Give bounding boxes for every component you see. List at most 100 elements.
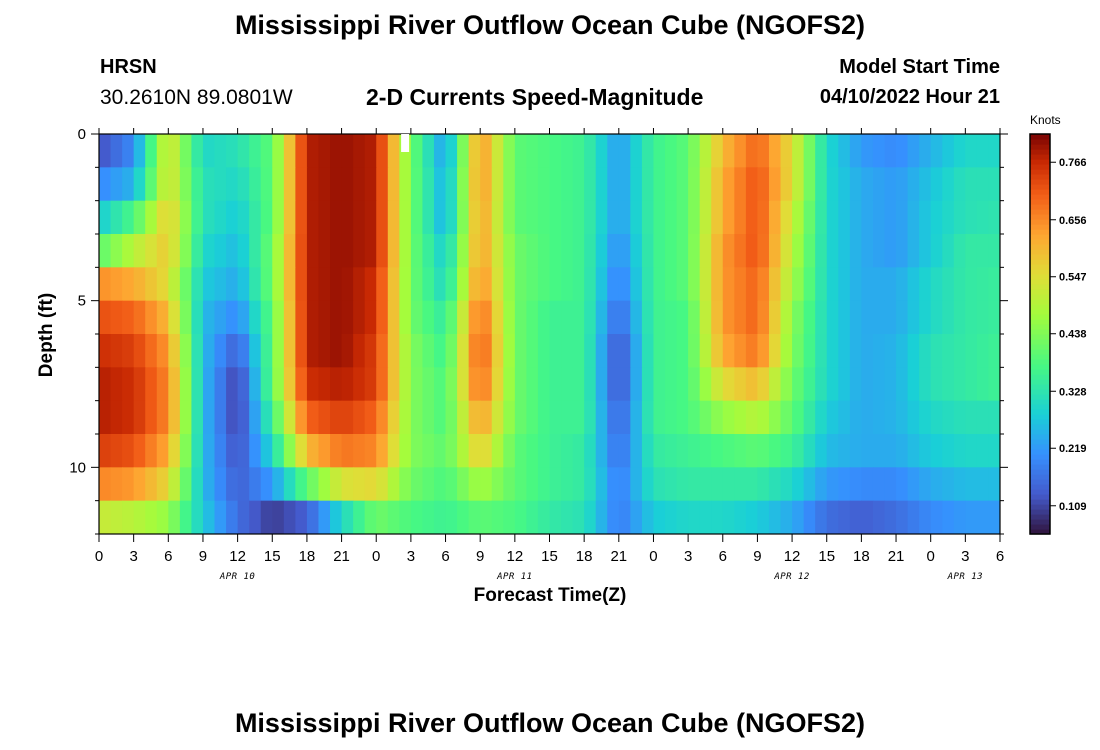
heatmap-cell [965, 467, 978, 502]
heatmap-cell [826, 467, 839, 502]
heatmap-cell [353, 500, 366, 534]
heatmap-cell [768, 234, 782, 268]
heatmap-cell [699, 167, 712, 202]
heatmap-cell [688, 500, 701, 534]
heatmap-cell [179, 334, 193, 368]
colorbar-segment [1030, 289, 1050, 295]
heatmap-cell [884, 267, 897, 302]
heatmap-cell [260, 500, 273, 534]
heatmap-cell [757, 134, 770, 168]
heatmap-cell [838, 200, 851, 235]
heatmap-cell [549, 267, 562, 302]
heatmap-cell [861, 467, 874, 502]
heatmap-cell [595, 400, 608, 435]
heatmap-cell [399, 467, 412, 502]
heatmap-cell [745, 234, 759, 268]
heatmap-cell [561, 234, 574, 268]
heatmap-cell [896, 234, 909, 268]
heatmap-cell [665, 234, 678, 268]
heatmap-cell [884, 167, 897, 202]
heatmap-cell [491, 434, 504, 468]
heatmap-cell [537, 300, 551, 335]
heatmap-cell [318, 400, 331, 435]
heatmap-cell [584, 167, 597, 202]
heatmap-cell [330, 334, 343, 368]
heatmap-cell [376, 200, 389, 235]
heatmap-cell [468, 334, 481, 368]
heatmap-cell [768, 434, 782, 468]
heatmap-cell [688, 134, 701, 168]
heatmap-cell [849, 367, 862, 402]
heatmap-cell [226, 434, 239, 468]
heatmap-cell [399, 334, 412, 368]
heatmap-cell [491, 234, 504, 268]
heatmap-cell [145, 434, 158, 468]
heatmap-cell [168, 234, 181, 268]
heatmap-cell [803, 467, 816, 502]
heatmap-cell [792, 234, 805, 268]
heatmap-cell [353, 434, 366, 468]
heatmap-cell [641, 400, 655, 435]
heatmap-cell [283, 500, 296, 534]
heatmap-cell [537, 200, 551, 235]
heatmap-cell [526, 467, 539, 502]
heatmap-cell [295, 434, 308, 468]
heatmap-cell [110, 300, 123, 335]
heatmap-cell [618, 467, 631, 502]
heatmap-cell [480, 334, 493, 368]
colorbar-segment [1030, 349, 1050, 355]
heatmap-cell [110, 467, 123, 502]
heatmap-cell [699, 267, 712, 302]
colorbar-segment [1030, 389, 1050, 395]
heatmap-cell [861, 500, 874, 534]
heatmap-cell [422, 467, 435, 502]
heatmap-cell [641, 234, 655, 268]
heatmap-cell [341, 334, 354, 368]
heatmap-cell [907, 500, 920, 534]
heatmap-cell [815, 134, 828, 168]
heatmap-cell [965, 400, 978, 435]
heatmap-cell [214, 267, 227, 302]
heatmap-cell [526, 367, 539, 402]
heatmap-cell [537, 267, 551, 302]
heatmap-cell [145, 500, 158, 534]
heatmap-cell [295, 267, 308, 302]
heatmap-cell [133, 200, 146, 235]
heatmap-cell [561, 200, 574, 235]
heatmap-cell [110, 167, 123, 202]
heatmap-cell [930, 134, 943, 168]
heatmap-cell [445, 234, 458, 268]
heatmap-cell [433, 434, 447, 468]
heatmap-cell [711, 234, 724, 268]
heatmap-cell [353, 400, 366, 435]
heatmap-cell [665, 367, 678, 402]
heatmap-cell [260, 300, 273, 335]
colorbar-segment [1030, 209, 1050, 215]
heatmap-cell [549, 300, 562, 335]
heatmap-cell [272, 167, 285, 202]
heatmap-cell [607, 234, 620, 268]
heatmap-cell [480, 267, 493, 302]
heatmap-cell [214, 200, 227, 235]
station-coordinates: 30.2610N 89.0801W [100, 86, 293, 109]
heatmap-cell [122, 200, 135, 235]
heatmap-cell [861, 367, 874, 402]
heatmap-cell [965, 267, 978, 302]
heatmap-cell [711, 467, 724, 502]
heatmap-cell [849, 267, 862, 302]
colorbar-segment [1030, 524, 1050, 530]
heatmap-cell [768, 400, 782, 435]
heatmap-cell [260, 400, 273, 435]
heatmap-cell [341, 400, 354, 435]
heatmap-cell [988, 134, 1000, 168]
heatmap-cell [410, 300, 424, 335]
heatmap-cell [630, 267, 643, 302]
heatmap-cell [445, 367, 458, 402]
heatmap-cell [491, 167, 504, 202]
heatmap-cell [688, 334, 701, 368]
heatmap-cell [595, 134, 608, 168]
heatmap-cell [861, 234, 874, 268]
heatmap-cell [768, 467, 782, 502]
heatmap-cell [330, 300, 343, 335]
heatmap-cell [341, 167, 354, 202]
